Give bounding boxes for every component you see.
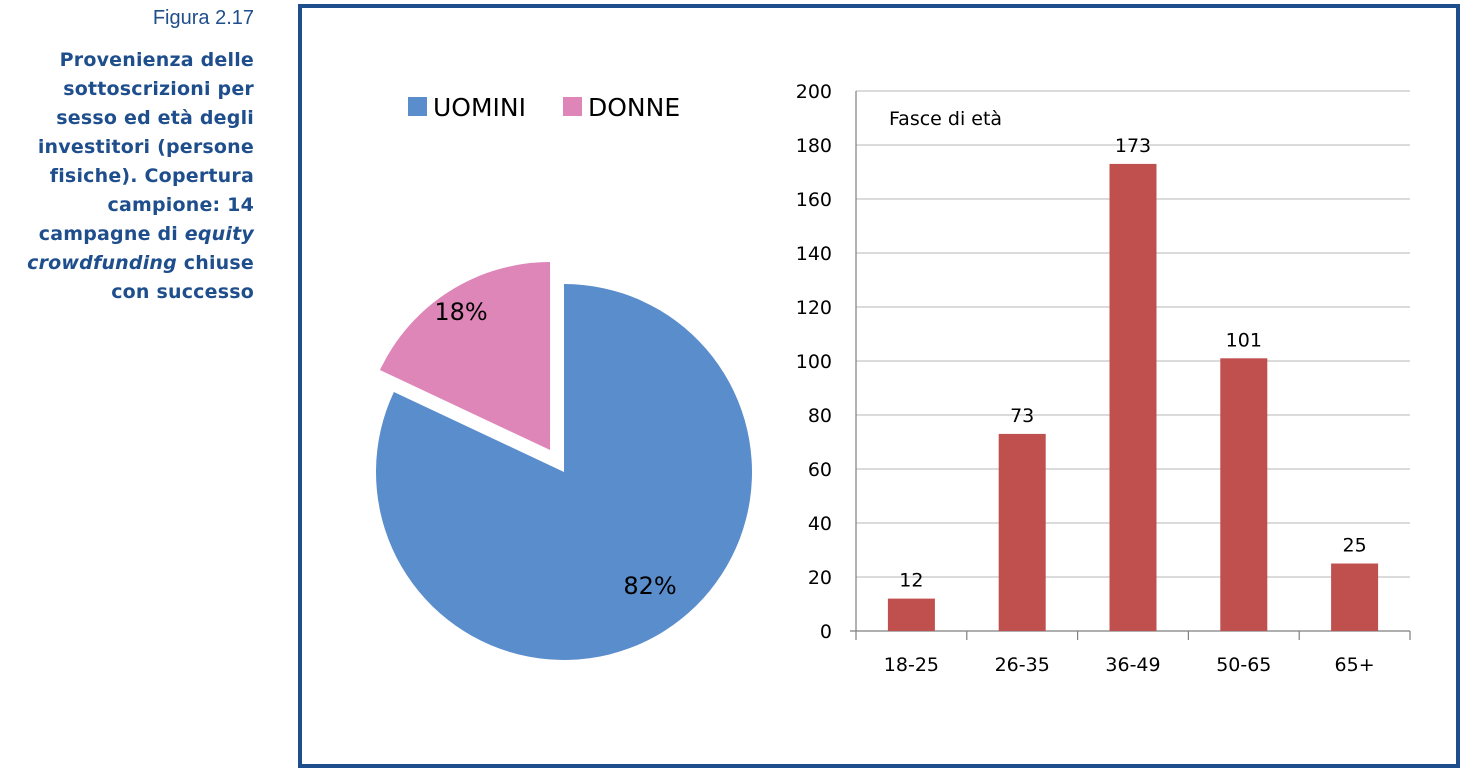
legend-label-donne: DONNE xyxy=(588,93,680,122)
figure-title: Provenienza delle sottoscrizioni per ses… xyxy=(0,46,254,307)
chart-frame xyxy=(298,4,1460,768)
bar-50-65 xyxy=(1220,358,1268,631)
bar-value-label: 25 xyxy=(1343,535,1367,557)
bar-18-25 xyxy=(887,598,935,631)
y-tick-label: 80 xyxy=(808,405,832,427)
bar-26-35 xyxy=(998,433,1046,631)
x-tick-label: 18-25 xyxy=(884,654,939,676)
y-tick-label: 140 xyxy=(796,243,832,265)
pie-slice-donne xyxy=(379,262,551,451)
y-tick-label: 0 xyxy=(820,621,832,643)
bar-value-label: 73 xyxy=(1010,405,1034,427)
bar-36-49 xyxy=(1109,163,1157,631)
x-tick-label: 36-49 xyxy=(1105,654,1160,676)
x-tick-label: 50-65 xyxy=(1216,654,1271,676)
y-tick-label: 100 xyxy=(796,351,832,373)
bar-value-label: 12 xyxy=(899,570,923,592)
y-tick-label: 120 xyxy=(796,297,832,319)
legend-swatch-donne xyxy=(563,97,582,116)
x-tick-label: 65+ xyxy=(1335,654,1375,676)
y-tick-label: 180 xyxy=(796,135,832,157)
pie-label-donne: 18% xyxy=(434,298,487,326)
figure-title-italic: equity crowdfunding xyxy=(27,223,254,274)
bar-value-label: 173 xyxy=(1115,135,1151,157)
figure-title-text: Provenienza delle sottoscrizioni per ses… xyxy=(37,49,254,245)
chart-title: Fasce di età xyxy=(889,108,1002,130)
pie-label-uomini: 82% xyxy=(623,572,676,600)
bar-65+ xyxy=(1331,563,1379,631)
figure-title-text-end: chiuse con successo xyxy=(111,252,254,303)
bar-value-label: 101 xyxy=(1226,329,1262,351)
y-tick-label: 20 xyxy=(808,567,832,589)
x-tick-label: 26-35 xyxy=(995,654,1050,676)
y-tick-label: 40 xyxy=(808,513,832,535)
figure-caption: Figura 2.17 Provenienza delle sottoscriz… xyxy=(0,6,254,307)
legend-label-uomini: UOMINI xyxy=(433,93,526,122)
pie-slice-uomini xyxy=(376,284,752,661)
figure-label: Figura 2.17 xyxy=(152,7,254,29)
y-tick-label: 160 xyxy=(796,189,832,211)
y-tick-label: 200 xyxy=(796,81,832,103)
legend-swatch-uomini xyxy=(408,97,427,116)
y-tick-label: 60 xyxy=(808,459,832,481)
